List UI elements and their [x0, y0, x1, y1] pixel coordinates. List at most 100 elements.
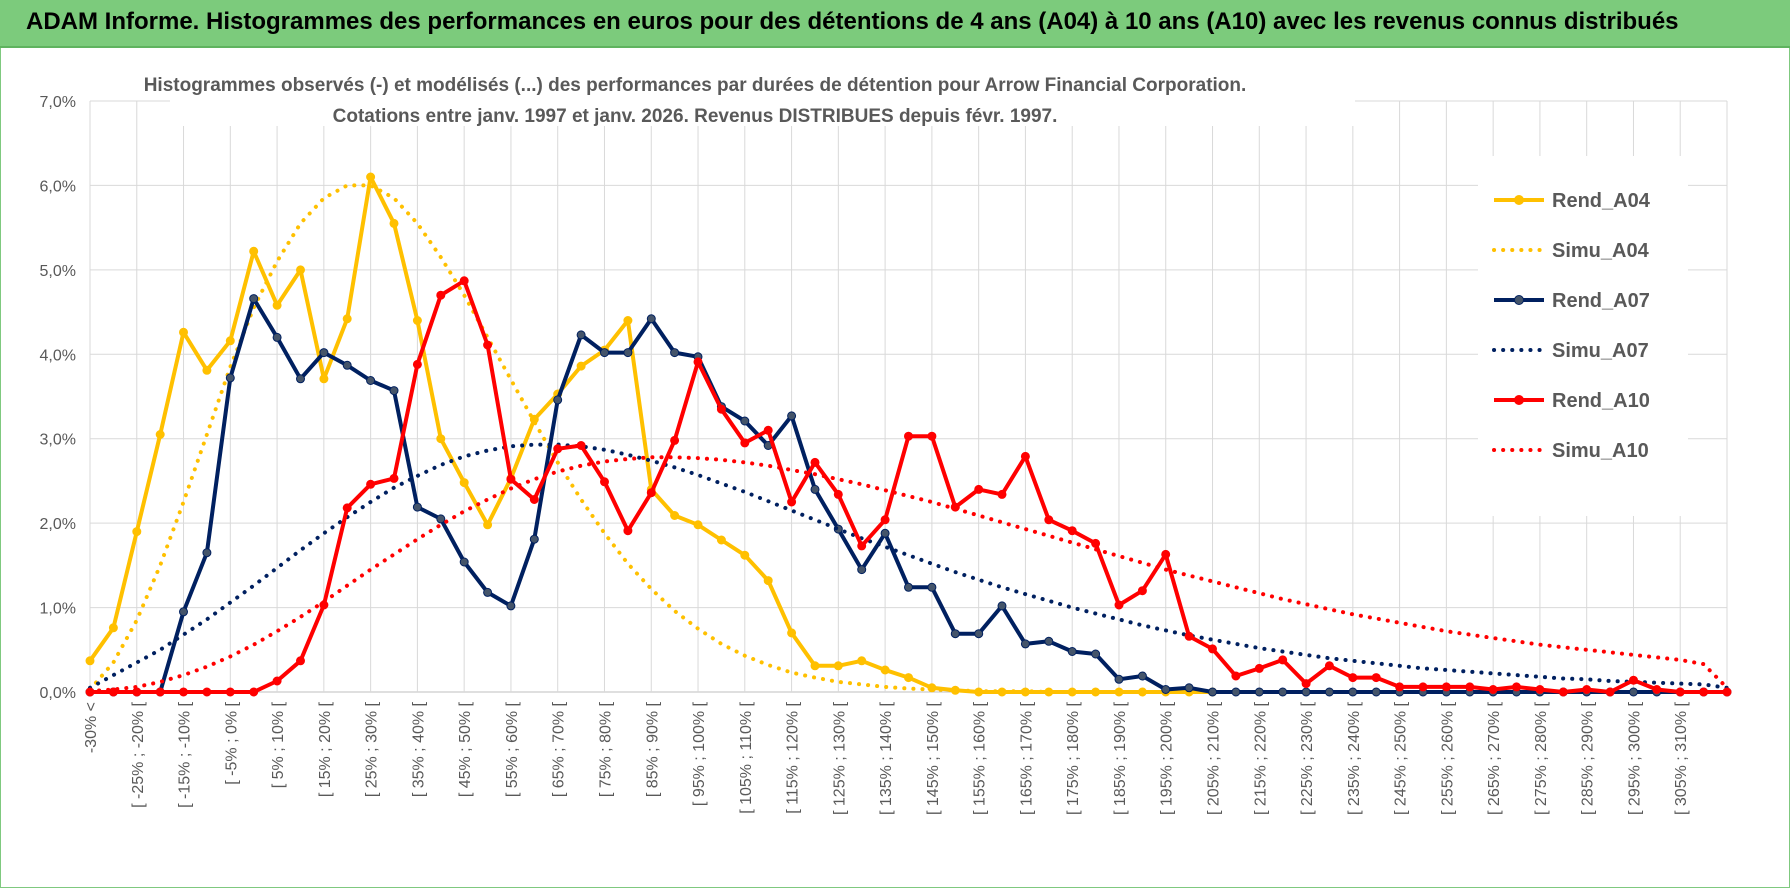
data-point-rend-a10	[810, 457, 820, 467]
data-point-rend-a07	[1091, 649, 1101, 659]
y-tick-label: 5,0%	[40, 263, 76, 280]
data-point-rend-a07	[880, 528, 890, 538]
data-point-rend-a10	[740, 438, 750, 448]
data-point-rend-a10	[1161, 549, 1171, 559]
legend-box	[1478, 156, 1688, 516]
series-line-simu-a10	[88, 455, 1729, 694]
data-point-rend-a04	[904, 673, 913, 683]
data-point-rend-a04	[225, 336, 235, 346]
data-point-rend-a07	[1324, 687, 1334, 697]
x-tick-label: [ 145% ; 150% [	[925, 701, 942, 815]
data-point-rend-a04	[272, 300, 282, 310]
data-point-rend-a07	[1278, 687, 1288, 697]
data-point-rend-a07	[272, 332, 282, 342]
legend-label-rend-a10: Rend_A10	[1552, 390, 1650, 412]
data-point-rend-a10	[576, 441, 586, 450]
data-point-rend-a07	[225, 373, 235, 383]
data-point-rend-a07	[600, 348, 609, 358]
data-point-rend-a10	[296, 656, 305, 666]
data-point-rend-a07	[389, 386, 399, 396]
data-point-rend-a07	[1371, 687, 1381, 697]
data-point-rend-a07	[459, 557, 469, 567]
x-tick-label: [ 185% ; 190% [	[1112, 701, 1129, 815]
data-point-rend-a04	[132, 527, 142, 537]
data-point-rend-a07	[1067, 647, 1077, 656]
data-point-rend-a07	[342, 360, 352, 370]
data-point-rend-a07	[412, 502, 422, 512]
data-point-rend-a07	[179, 607, 188, 617]
data-point-rend-a04	[880, 665, 890, 675]
legend-marker-rend-a04	[1514, 195, 1524, 205]
legend-label-rend-a07: Rend_A07	[1552, 290, 1650, 312]
data-point-rend-a10	[1020, 451, 1030, 461]
data-point-rend-a07	[950, 629, 960, 639]
y-tick-label: 4,0%	[40, 347, 76, 364]
y-tick-label: 2,0%	[40, 516, 76, 533]
data-point-rend-a04	[389, 218, 399, 228]
data-point-rend-a10	[1535, 685, 1545, 694]
data-point-rend-a10	[1324, 661, 1334, 671]
data-point-rend-a04	[179, 327, 188, 337]
data-point-rend-a04	[296, 265, 305, 275]
data-point-rend-a10	[506, 474, 516, 484]
data-point-rend-a10	[833, 489, 843, 499]
data-point-rend-a07	[296, 374, 305, 384]
data-point-rend-a04	[787, 628, 797, 638]
data-point-rend-a10	[366, 479, 376, 489]
data-point-rend-a04	[857, 656, 867, 666]
data-point-rend-a07	[670, 348, 680, 358]
data-point-rend-a10	[1629, 675, 1638, 685]
data-point-rend-a10	[693, 357, 703, 367]
data-point-rend-a10	[412, 359, 422, 369]
x-tick-label: [ 155% ; 160% [	[972, 701, 989, 815]
data-point-rend-a04	[576, 361, 586, 371]
x-tick-label: [ 265% ; 270% [	[1486, 701, 1503, 815]
x-tick-label: [ 25% ; 30% [	[364, 701, 381, 797]
x-tick-label: [ 105% ; 110% [	[738, 701, 755, 813]
data-point-rend-a10	[1254, 663, 1264, 673]
data-point-rend-a10	[600, 477, 609, 487]
x-tick-label: [ 85% ; 90% [	[644, 701, 661, 797]
banner-title: ADAM Informe. Histogrammes des performan…	[26, 8, 1679, 35]
data-point-rend-a10	[670, 435, 680, 445]
data-point-rend-a07	[1114, 674, 1124, 684]
data-point-rend-a04	[202, 365, 212, 375]
x-tick-label: [ 115% ; 120% [	[785, 701, 802, 813]
x-tick-label: [ 55% ; 60% [	[504, 701, 521, 797]
x-tick-label: [ 255% ; 260% [	[1439, 701, 1456, 815]
data-point-rend-a10	[880, 515, 890, 525]
data-point-rend-a10	[1652, 685, 1662, 694]
data-point-rend-a10	[1137, 586, 1147, 596]
legend-label-simu-a10: Simu_A10	[1552, 440, 1649, 462]
x-tick-label: [ 45% ; 50% [	[457, 701, 474, 797]
x-tick-label: [ -15% ; -10% [	[177, 701, 194, 807]
y-tick-label: 1,0%	[40, 601, 76, 618]
x-tick-label: [ 75% ; 80% [	[597, 701, 614, 797]
x-tick-label: [ 95% ; 100% [	[691, 701, 708, 806]
data-point-rend-a10	[436, 290, 446, 300]
data-point-rend-a10	[389, 473, 399, 483]
data-point-rend-a07	[553, 395, 563, 405]
data-point-rend-a10	[1114, 600, 1124, 610]
data-point-rend-a10	[1605, 687, 1615, 697]
data-point-rend-a04	[412, 316, 422, 325]
data-point-rend-a10	[1067, 526, 1077, 536]
x-tick-label: [ 275% ; 280% [	[1533, 701, 1550, 815]
data-point-rend-a07	[436, 514, 446, 524]
data-point-rend-a07	[810, 484, 820, 494]
x-axis-labels: -30% < [ -25% ; -20% [[ -15% ; -10% [[ -5…	[83, 701, 1690, 815]
data-point-rend-a04	[716, 535, 726, 545]
data-point-rend-a10	[1441, 682, 1451, 692]
data-point-rend-a07	[1208, 687, 1217, 697]
data-point-rend-a04	[85, 656, 95, 666]
data-point-rend-a07	[1161, 685, 1171, 694]
data-point-rend-a07	[529, 534, 539, 544]
data-point-rend-a10	[132, 687, 142, 697]
data-point-rend-a10	[1722, 687, 1732, 697]
y-tick-label: 7,0%	[40, 94, 76, 111]
chart: 0,0% 1,0% 2,0% 3,0% 4,0% 5,0% 6,0% 7,0% -30% < […	[40, 64, 1732, 815]
data-point-rend-a07	[1184, 683, 1194, 693]
series-group	[85, 172, 1732, 697]
x-tick-label: [ 195% ; 200% [	[1159, 701, 1176, 815]
x-tick-label: [ 125% ; 130% [	[831, 701, 848, 815]
